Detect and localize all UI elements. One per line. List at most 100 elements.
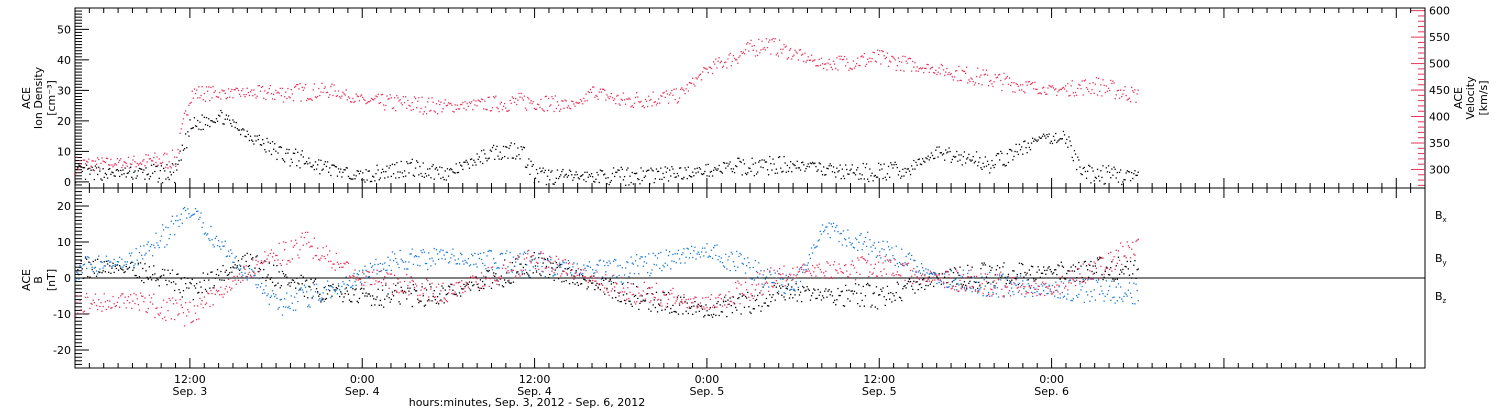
by-point <box>918 270 920 272</box>
density-point <box>429 168 431 170</box>
by-point <box>482 262 484 265</box>
bz-point <box>631 294 633 296</box>
bx-point <box>416 290 418 292</box>
bz-point <box>208 293 210 295</box>
velocity-point <box>112 166 114 168</box>
bx-point <box>93 272 95 274</box>
velocity-point <box>159 162 161 164</box>
by-point <box>816 245 818 247</box>
bz-point <box>757 272 759 274</box>
by-point <box>882 240 884 243</box>
bx-point <box>868 284 870 286</box>
bz-point <box>1076 279 1078 281</box>
bz-point <box>296 242 298 244</box>
bz-point <box>293 244 296 247</box>
density-point <box>590 173 593 175</box>
density-point <box>984 156 986 158</box>
bz-point <box>500 277 502 280</box>
bz-point <box>623 291 626 293</box>
bz-point <box>1084 282 1087 284</box>
bx-point <box>798 294 801 296</box>
density-point <box>348 177 351 180</box>
bz-point <box>1007 275 1010 278</box>
velocity-point <box>883 55 885 57</box>
density-point <box>323 163 325 165</box>
velocity-point <box>875 61 878 63</box>
velocity-point <box>444 99 446 101</box>
density-point <box>603 174 605 176</box>
by-point <box>971 291 973 293</box>
bx-point <box>214 277 216 279</box>
bx-point <box>280 284 282 287</box>
density-point <box>380 171 383 174</box>
velocity-point <box>76 156 78 158</box>
bx-point <box>894 299 896 302</box>
by-point <box>809 257 812 260</box>
density-point <box>648 169 650 171</box>
by-point <box>377 263 379 266</box>
density-point <box>751 157 753 159</box>
by-point <box>819 230 821 232</box>
by-point <box>1035 288 1037 290</box>
bz-point <box>435 286 438 288</box>
velocity-point <box>366 102 368 104</box>
bx-point <box>797 289 799 291</box>
density-point <box>188 135 190 137</box>
by-point <box>1060 281 1062 283</box>
density-point <box>522 146 524 148</box>
bz-point <box>1074 284 1077 287</box>
velocity-point <box>126 165 128 167</box>
density-point <box>465 159 467 162</box>
by-point <box>862 243 864 245</box>
by-point <box>1029 287 1032 290</box>
bx-point <box>908 278 911 280</box>
by-point <box>893 257 895 260</box>
density-point <box>852 172 854 174</box>
velocity-point <box>715 58 717 60</box>
bz-point <box>923 279 925 281</box>
by-point <box>301 289 303 291</box>
density-point <box>78 164 80 166</box>
density-point <box>881 168 883 170</box>
by-point <box>801 266 803 268</box>
by-point <box>203 233 205 235</box>
bx-point <box>757 294 759 297</box>
density-point <box>303 163 306 165</box>
by-point <box>1106 293 1109 295</box>
bz-point <box>928 280 930 282</box>
density-point <box>520 146 522 148</box>
density-point <box>837 171 839 173</box>
density-point <box>892 167 894 169</box>
bx-point <box>462 288 464 290</box>
density-point <box>1106 171 1109 173</box>
bx-point <box>897 283 900 285</box>
density-point <box>614 175 616 178</box>
by-point <box>841 244 843 246</box>
density-point <box>988 163 990 166</box>
density-point <box>710 170 713 173</box>
by-point <box>160 235 163 237</box>
velocity-point <box>183 112 186 114</box>
bx-point <box>350 300 352 303</box>
bz-point <box>979 285 981 287</box>
bz-point <box>1055 289 1057 292</box>
density-point <box>644 175 647 177</box>
bz-point <box>479 287 482 289</box>
velocity-point <box>204 100 207 102</box>
by-point <box>131 252 133 254</box>
velocity-point <box>369 100 372 102</box>
density-point <box>966 158 968 160</box>
by-point <box>1002 273 1004 275</box>
density-point <box>280 146 282 149</box>
density-point <box>1135 174 1137 177</box>
bz-point <box>1029 286 1032 289</box>
by-point <box>501 253 504 255</box>
by-point <box>717 258 719 261</box>
velocity-point <box>572 100 574 103</box>
bz-point <box>490 267 493 269</box>
bz-point <box>122 293 124 295</box>
by-point <box>944 273 946 275</box>
velocity-point <box>484 100 486 102</box>
bz-point <box>529 260 531 262</box>
bx-point <box>1125 266 1127 268</box>
